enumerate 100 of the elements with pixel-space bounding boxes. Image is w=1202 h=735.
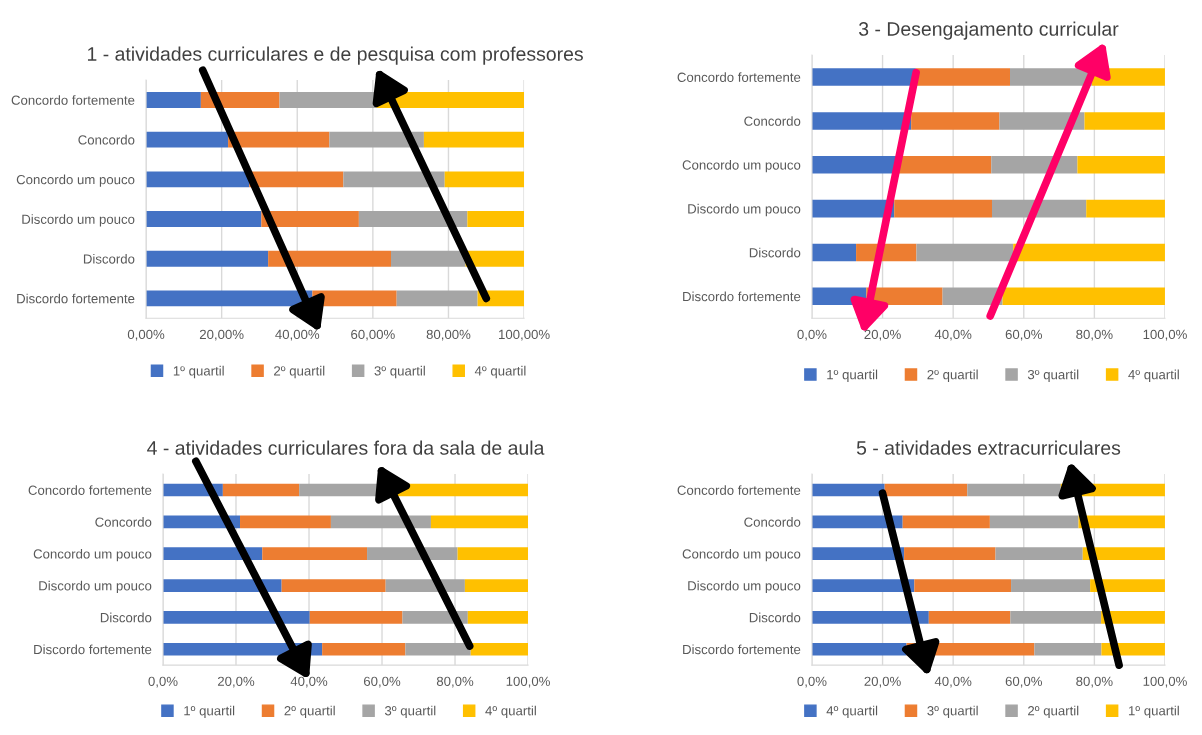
bar [811, 155, 898, 174]
bar [1011, 579, 1091, 592]
bar [367, 547, 458, 561]
x-tick-label: 0,0% [148, 676, 178, 688]
bar [444, 171, 525, 188]
bar [811, 547, 905, 561]
legend-label: 1º quartil [1128, 705, 1179, 719]
bar [457, 547, 529, 561]
legend-label: 1º quartil [827, 369, 878, 382]
bar [811, 68, 916, 86]
y-tick-label: Discordo [749, 247, 801, 258]
bar [162, 579, 282, 592]
bar [330, 515, 431, 529]
y-tick-label: Discordo um pouco [688, 580, 801, 594]
y-tick-label: Concordo [744, 517, 801, 527]
y-tick-label: Concordo fortemente [11, 95, 135, 105]
bar [1010, 611, 1102, 624]
bar [146, 131, 229, 148]
legend-label: 1º quartil [184, 705, 235, 719]
x-tick-label: 0,0% [797, 329, 827, 341]
bar [268, 250, 392, 267]
legend-label: 4º quartil [485, 705, 536, 719]
bar [991, 155, 1078, 174]
y-tick-label: Discordo [749, 612, 801, 623]
bar [467, 611, 529, 624]
y-tick-label: Discordo [83, 253, 135, 264]
chart-title: 3 - Desengajamento curricular [858, 21, 1119, 40]
bar [470, 642, 529, 656]
bar [162, 547, 263, 561]
x-tick-label: 60,0% [363, 676, 401, 688]
x-tick-label: 20,0% [217, 676, 255, 688]
bar [894, 199, 992, 218]
bar [430, 515, 529, 529]
legend-label: 4º quartil [1128, 369, 1179, 382]
x-tick-label: 60,00% [351, 329, 395, 341]
bar [902, 515, 990, 529]
bar [240, 515, 331, 529]
y-tick-label: Concordo um pouco [682, 159, 801, 173]
bar [1078, 515, 1165, 529]
bar [916, 243, 1014, 262]
bar [343, 171, 445, 188]
bar [423, 131, 525, 148]
chart-title: 4 - atividades curriculares fora da sala de aula [147, 440, 545, 455]
x-tick-label: 60,0% [1005, 676, 1043, 688]
x-tick-label: 40,0% [290, 676, 328, 688]
legend-label: 2º quartil [1028, 705, 1079, 719]
legend-label: 3º quartil [384, 705, 436, 719]
bar [811, 243, 857, 262]
y-tick-label: Discordo fortemente [683, 291, 801, 302]
x-tick-label: 20,0% [864, 329, 901, 341]
chart-title: 1 - atividades curriculares e de pesquisa com professores [87, 46, 583, 65]
bar [811, 515, 903, 529]
bar [1090, 579, 1165, 592]
legend-label: 1º quartil [173, 365, 224, 379]
x-tick-label: 100,0% [1143, 676, 1187, 688]
bar [914, 579, 1012, 592]
x-tick-label: 100,00% [499, 329, 550, 341]
bar [911, 112, 1000, 130]
x-tick-label: 100,0% [506, 676, 550, 688]
legend-label: 4º quartil [826, 705, 878, 719]
bar [928, 611, 1011, 624]
legend-label: 3º quartil [1027, 369, 1079, 382]
legend-label: 2º quartil [927, 369, 978, 382]
bar [464, 579, 529, 592]
legend-label: 2º quartil [274, 365, 325, 379]
bar [405, 642, 471, 656]
bar [897, 155, 992, 174]
x-tick-label: 100,0% [1143, 329, 1187, 341]
y-tick-label: Discordo um pouco [22, 214, 135, 227]
bar [281, 579, 386, 592]
x-tick-label: 80,0% [436, 676, 474, 688]
bar [162, 611, 310, 624]
x-tick-label: 0,0% [797, 676, 827, 688]
bar [884, 483, 968, 497]
y-tick-label: Discordo [100, 612, 152, 623]
legend-label: 3º quartil [927, 705, 978, 719]
x-tick-label: 80,0% [1076, 329, 1113, 341]
bar [1013, 243, 1165, 262]
bar [146, 92, 201, 108]
y-tick-label: Discordo fortemente [683, 644, 801, 655]
bar [391, 250, 466, 267]
bar [1034, 642, 1102, 656]
bar [995, 547, 1083, 561]
bar [222, 483, 300, 497]
bar [1002, 287, 1165, 306]
chart-title: 5 - atividades extracurriculares [856, 440, 1121, 455]
y-tick-label: Concordo [744, 116, 801, 126]
y-tick-label: Discordo fortemente [34, 644, 152, 655]
x-tick-label: 20,00% [199, 329, 244, 341]
bar [467, 211, 525, 227]
bar [146, 171, 250, 188]
bar [146, 211, 262, 227]
y-tick-label: Discordo um pouco [688, 203, 801, 217]
y-tick-label: Concordo fortemente [28, 485, 152, 495]
bar [904, 547, 996, 561]
y-tick-label: Concordo [78, 134, 135, 145]
bar [1084, 112, 1165, 130]
x-tick-label: 0,00% [127, 329, 165, 341]
x-tick-label: 40,0% [934, 676, 972, 688]
bar [915, 68, 1010, 86]
